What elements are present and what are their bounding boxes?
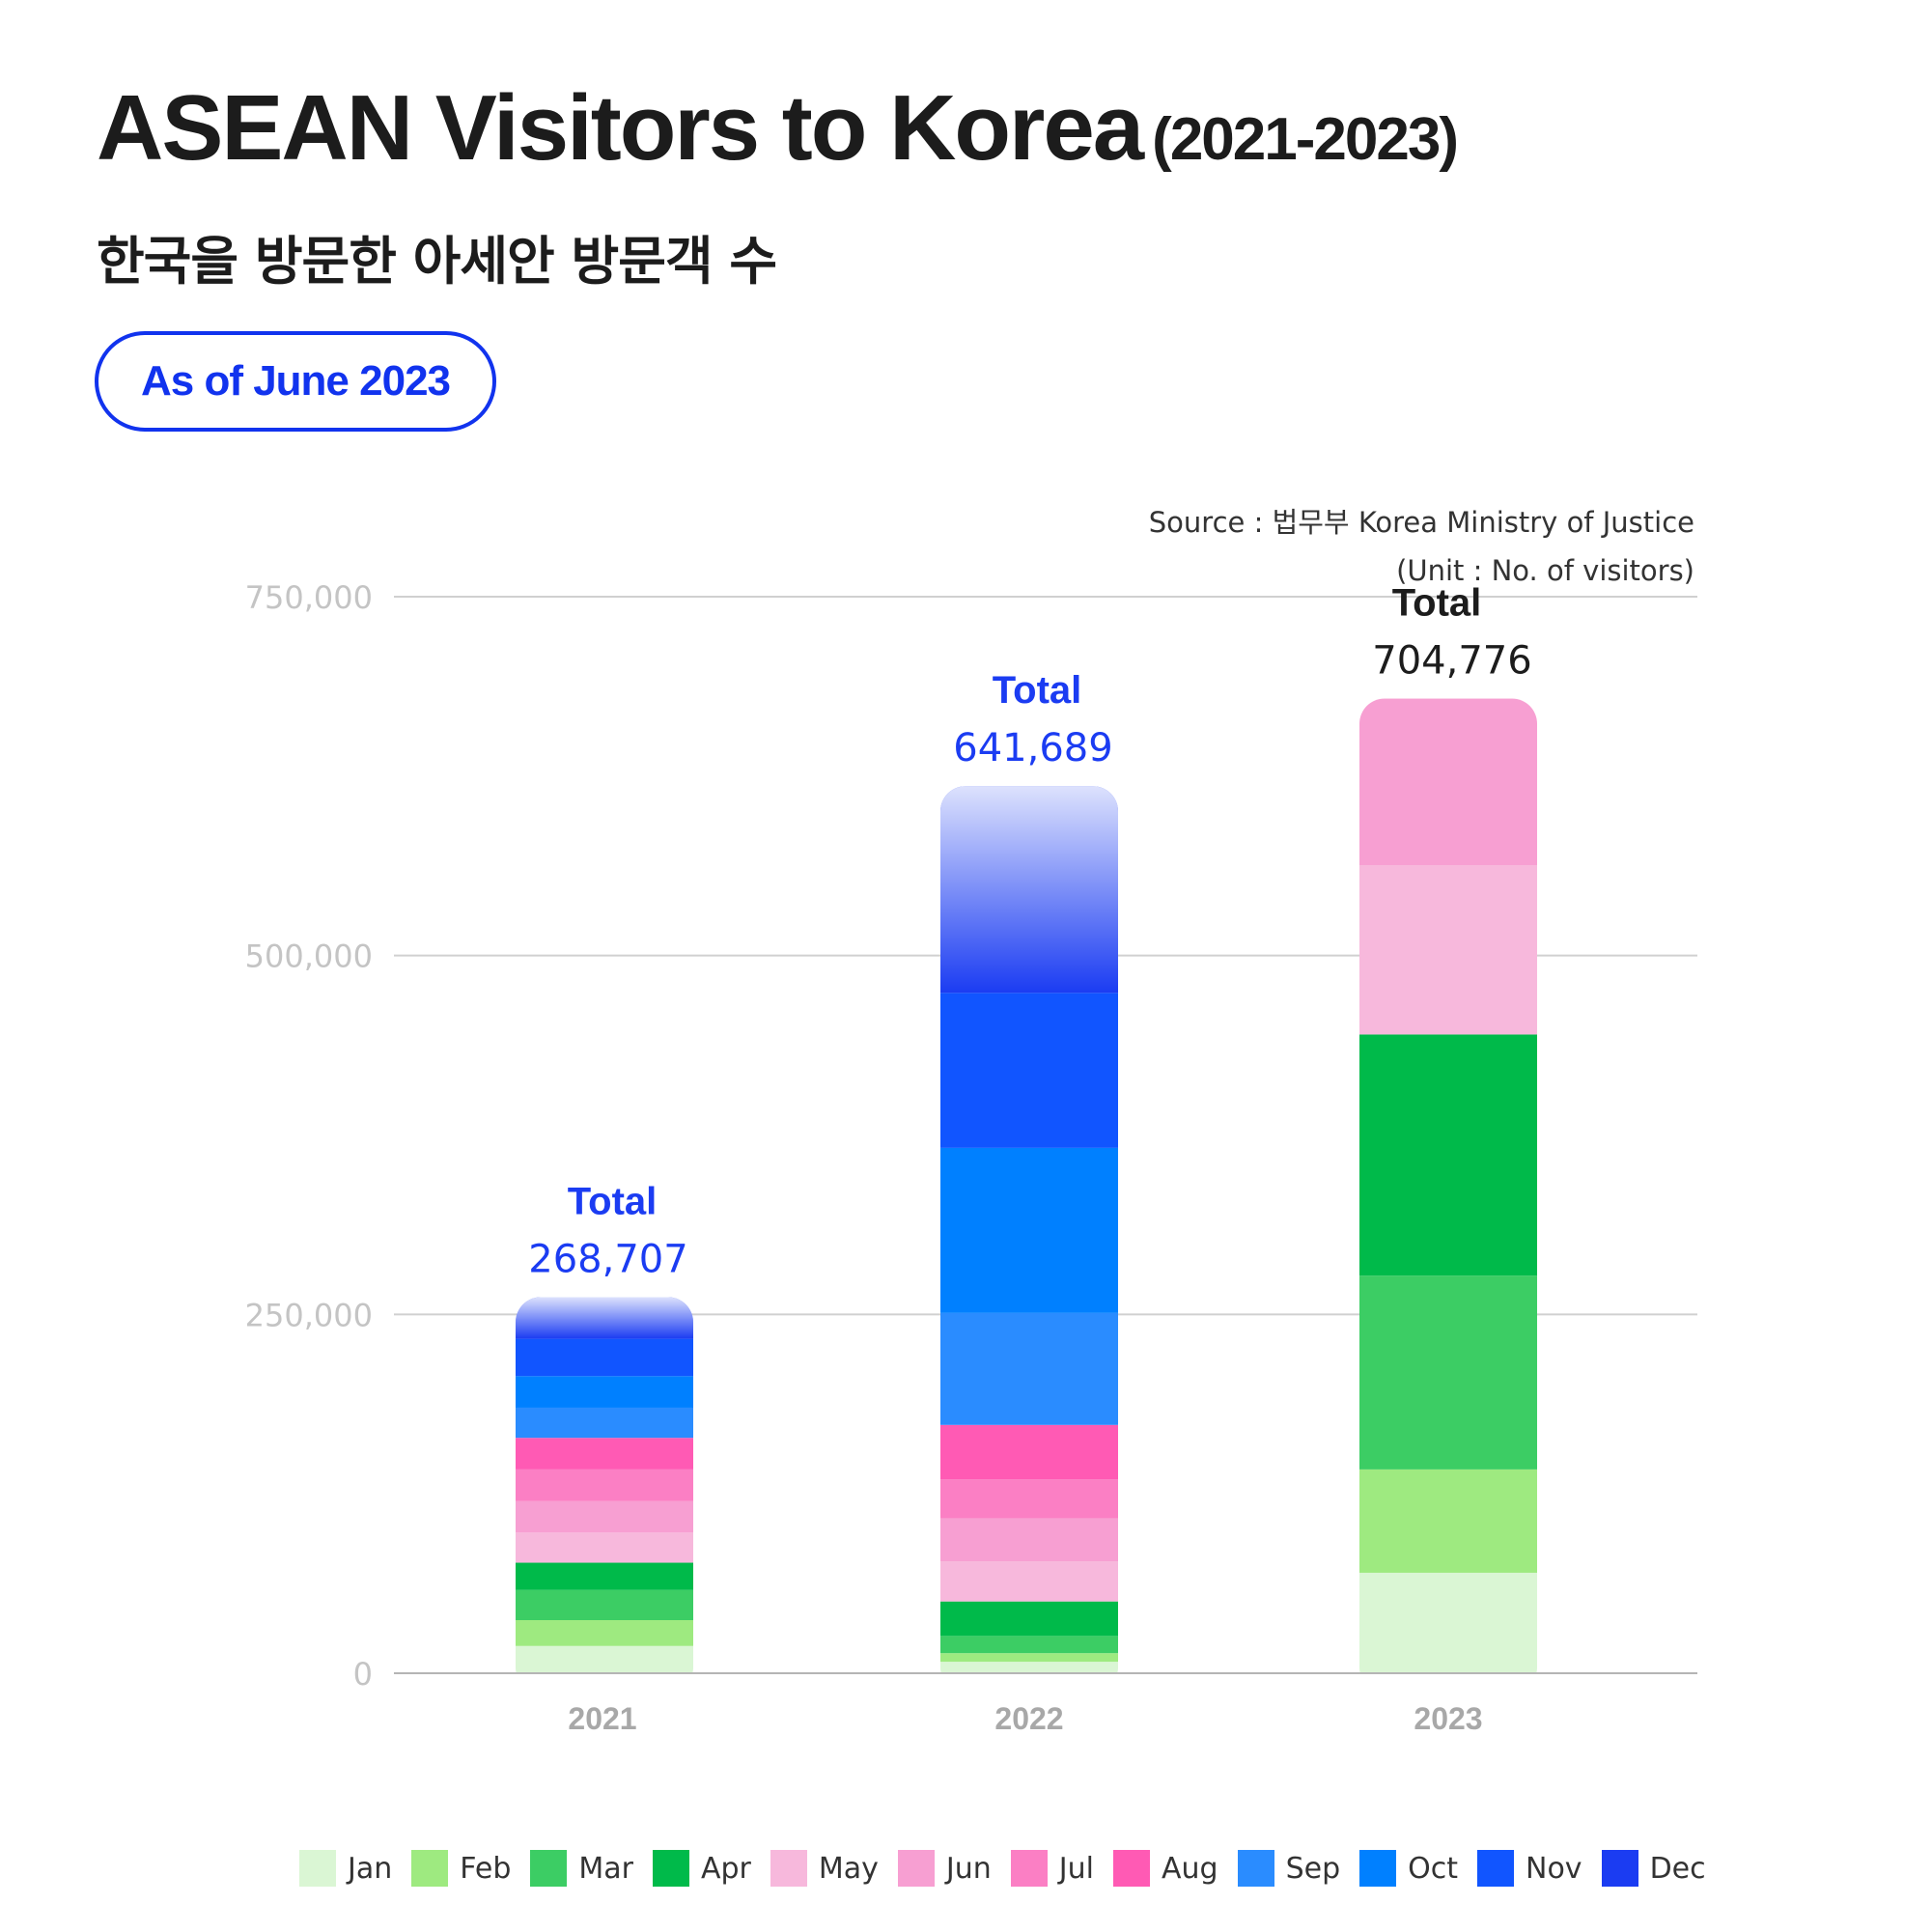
legend-item-oct: Oct — [1359, 1850, 1458, 1887]
legend-label: Mar — [578, 1851, 633, 1886]
legend-label: Apr — [700, 1851, 751, 1886]
bar-2021 — [516, 1297, 693, 1673]
bar-2023 — [1359, 698, 1537, 1673]
chart-legend: Jan Feb Mar Apr May Jun Jul Aug Sep Oct Nov Dec — [299, 1850, 1725, 1887]
legend-swatch — [411, 1850, 449, 1887]
bar-segment-2021-mar — [516, 1589, 693, 1620]
total-value: 641,689 — [953, 726, 1112, 770]
x-tick-label: 2021 — [568, 1701, 636, 1736]
title-years: (2021-2023) — [1152, 106, 1459, 173]
bar-segment-2022-sep — [940, 1312, 1118, 1425]
bar-base-mask — [938, 1674, 1120, 1697]
bar-segment-2021-feb — [516, 1619, 693, 1646]
bar-segment-2023-feb — [1359, 1469, 1537, 1573]
legend-swatch — [299, 1850, 336, 1887]
bar-top-fade — [940, 786, 1118, 994]
legend-swatch — [770, 1850, 807, 1887]
y-tick-label: 0 — [353, 1656, 373, 1693]
bar-segment-2022-apr — [940, 1601, 1118, 1637]
unit-text: (Unit : No. of visitors) — [1396, 554, 1694, 587]
bar-segment-2021-oct — [516, 1376, 693, 1408]
bar-segment-2022-may — [940, 1561, 1118, 1602]
source-text: Source : 법무부 Korea Ministry of Justice — [1148, 506, 1694, 539]
bar-segment-2022-feb — [940, 1653, 1118, 1663]
total-value: 268,707 — [528, 1237, 687, 1281]
legend-label: May — [818, 1851, 879, 1886]
legend-swatch — [1237, 1850, 1274, 1887]
total-label: Total — [1392, 582, 1482, 625]
chart-subtitle: 한국을 방문한 아세안 방문객 수 — [97, 231, 777, 292]
bar-segment-2022-jan — [940, 1662, 1118, 1673]
legend-label: Jul — [1058, 1851, 1094, 1886]
bar-segment-2021-jan — [516, 1645, 693, 1673]
legend-label: Jan — [348, 1851, 393, 1886]
legend-swatch — [1010, 1850, 1048, 1887]
bar-2022 — [940, 786, 1118, 1673]
title-main: ASEAN Visitors to Korea — [97, 76, 1144, 180]
y-tick-label: 250,000 — [245, 1297, 373, 1333]
legend-item-mar: Mar — [530, 1850, 633, 1887]
source-note: Source : 법무부 Korea Ministry of Justice (… — [1149, 498, 1694, 595]
legend-label: Aug — [1162, 1851, 1218, 1886]
x-tick-label: 2023 — [1414, 1701, 1482, 1736]
legend-item-apr: Apr — [652, 1850, 751, 1887]
bar-top-fade — [516, 1297, 693, 1339]
y-tick-label: 500,000 — [245, 938, 373, 975]
legend-label: Nov — [1526, 1851, 1582, 1886]
legend-item-nov: Nov — [1477, 1850, 1582, 1887]
legend-swatch — [530, 1850, 568, 1887]
legend-label: Sep — [1285, 1851, 1341, 1886]
legend-item-jun: Jun — [897, 1850, 992, 1887]
legend-swatch — [652, 1850, 689, 1887]
bar-segment-2023-mar — [1359, 1275, 1537, 1470]
legend-label: Dec — [1649, 1851, 1706, 1886]
legend-swatch — [1477, 1850, 1515, 1887]
chart-title: ASEAN Visitors to Korea (2021-2023) — [97, 75, 1459, 182]
legend-item-aug: Aug — [1113, 1850, 1218, 1887]
bar-segment-2021-nov — [516, 1338, 693, 1377]
total-label: Total — [993, 669, 1082, 712]
bar-base-mask — [1358, 1674, 1539, 1697]
bar-segment-2021-apr — [516, 1562, 693, 1590]
bar-segment-2023-may — [1359, 865, 1537, 1035]
bar-base-mask — [514, 1674, 695, 1697]
bar-segment-2022-jul — [940, 1479, 1118, 1519]
bar-segment-2022-aug — [940, 1424, 1118, 1480]
legend-item-feb: Feb — [411, 1850, 511, 1887]
bar-segment-2023-jan — [1359, 1572, 1537, 1673]
legend-swatch — [1359, 1850, 1397, 1887]
y-tick-label: 750,000 — [245, 579, 373, 616]
bar-segment-2022-mar — [940, 1636, 1118, 1654]
total-label: Total — [568, 1180, 658, 1222]
legend-item-may: May — [770, 1850, 879, 1887]
as-of-badge: As of June 2023 — [95, 331, 496, 432]
bar-segment-2023-apr — [1359, 1034, 1537, 1276]
x-tick-label: 2022 — [994, 1701, 1063, 1736]
legend-label: Oct — [1408, 1851, 1459, 1886]
bar-segment-2021-aug — [516, 1438, 693, 1470]
bar-segment-2022-nov — [940, 993, 1118, 1148]
bar-segment-2021-jun — [516, 1500, 693, 1533]
total-value: 704,776 — [1372, 639, 1531, 684]
bar-segment-2021-may — [516, 1532, 693, 1563]
legend-swatch — [1601, 1850, 1638, 1887]
bar-segment-2022-oct — [940, 1147, 1118, 1313]
legend-item-jul: Jul — [1010, 1850, 1094, 1887]
legend-label: Jun — [945, 1851, 992, 1886]
legend-item-dec: Dec — [1601, 1850, 1706, 1887]
legend-item-jan: Jan — [299, 1850, 392, 1887]
legend-item-sep: Sep — [1237, 1850, 1341, 1887]
bar-segment-2021-sep — [516, 1407, 693, 1439]
legend-swatch — [1113, 1850, 1150, 1887]
legend-swatch — [897, 1850, 935, 1887]
bar-segment-2021-jul — [516, 1469, 693, 1501]
bar-segment-2023-jun — [1359, 698, 1537, 866]
bar-segment-2022-jun — [940, 1518, 1118, 1562]
legend-label: Feb — [460, 1851, 512, 1886]
